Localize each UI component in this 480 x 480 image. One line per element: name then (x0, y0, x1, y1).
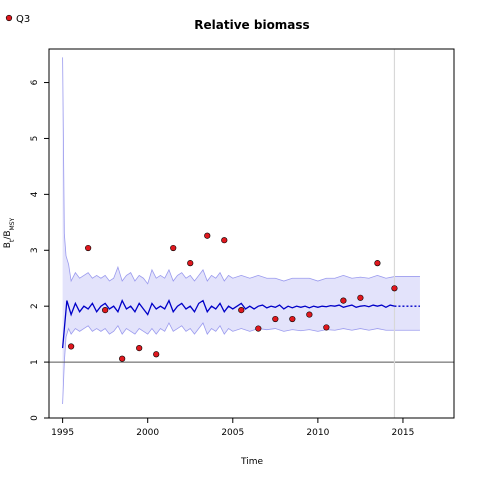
data-point-q3 (306, 311, 313, 318)
uncertainty-band (62, 57, 420, 405)
data-point-q3 (391, 285, 398, 292)
data-point-q3 (187, 260, 194, 267)
data-point-q3 (289, 315, 296, 323)
y-axis-label: Bt/BMSY (3, 217, 16, 248)
data-point-q3 (323, 324, 330, 331)
x-tick-label: 2010 (306, 428, 329, 438)
y-tick-label: 0 (30, 415, 40, 421)
legend: Q3 (5, 14, 30, 25)
plot-area (49, 49, 454, 418)
x-tick-label: 2015 (391, 428, 414, 438)
y-label-sub2: MSY (9, 217, 16, 230)
y-tick-label: 3 (30, 247, 40, 253)
data-point-q3 (136, 345, 143, 352)
y-tick-label: 1 (30, 359, 40, 365)
data-point-q3 (238, 307, 245, 314)
data-point-q3 (357, 294, 364, 301)
x-axis: 1995 2000 2005 2010 2015 (51, 418, 414, 438)
y-label-main: B (3, 242, 13, 248)
y-tick-label: 2 (30, 303, 40, 309)
data-point-q3 (68, 343, 75, 350)
median-line (61, 298, 395, 349)
plot-frame (48, 48, 455, 419)
data-point-q3 (340, 297, 347, 304)
y-tick-label: 4 (30, 191, 40, 197)
y-label-sep: /B (3, 230, 13, 239)
data-point-q3 (204, 232, 211, 239)
y-tick-label: 6 (30, 79, 40, 85)
y-tick-label: 5 (30, 136, 40, 142)
x-axis-label: Time (240, 457, 263, 467)
data-point-q3 (221, 237, 228, 244)
x-tick-label: 2005 (221, 428, 244, 438)
data-point-q3 (102, 307, 109, 314)
data-point-q3 (85, 244, 92, 252)
data-point-q3 (119, 355, 126, 362)
y-label-sub1: t (9, 239, 16, 242)
legend-marker-q3 (5, 14, 13, 22)
chart-title: Relative biomass (194, 18, 309, 32)
x-tick-label: 1995 (51, 428, 74, 438)
data-point-q3 (374, 260, 381, 267)
band-upper-edge (62, 57, 420, 285)
x-tick-label: 2000 (136, 428, 159, 438)
data-point-q3 (272, 315, 279, 323)
band-lower-edge (62, 322, 420, 405)
legend-label-q3: Q3 (16, 14, 30, 25)
y-axis: 0 1 2 3 4 5 6 (30, 79, 49, 421)
data-point-q3 (153, 351, 160, 358)
data-point-q3 (170, 244, 177, 252)
data-point-q3 (255, 325, 262, 332)
